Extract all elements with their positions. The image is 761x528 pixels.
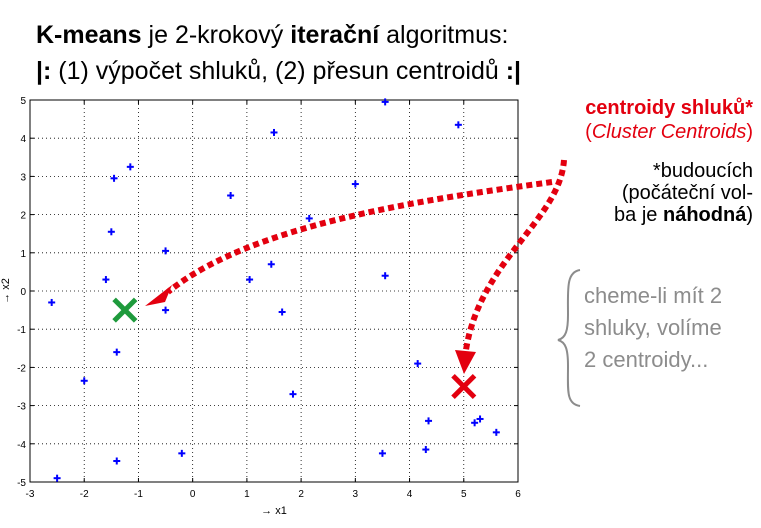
y-tick-label: -3 [17,402,26,413]
data-point [178,449,186,457]
title-line-1: K-means je 2-krokový iterační algoritmus… [36,20,508,50]
data-points [48,98,500,482]
clusters-note-line-1: cheme-li mít 2 [584,283,723,308]
data-point [351,180,359,188]
arrow-to-red-centroid [463,159,567,351]
x-axis-label: → x1 [261,505,287,517]
data-point [246,276,254,284]
y-tick-label: 1 [20,249,26,260]
x-tick-label: 2 [298,489,304,500]
data-point [126,163,134,171]
title-iterative: iterační [290,21,380,49]
clusters-note: cheme-li mít 2 shluky, volíme 2 centroid… [584,280,722,376]
paren-close: ) [746,121,753,143]
y-tick-label: -2 [17,363,26,374]
repeat-end-sign: :| [505,57,522,85]
data-point [162,306,170,314]
data-point [53,474,61,482]
x-tick-label: -2 [80,489,89,500]
cluster-centroids-term: Cluster Centroids [591,121,747,143]
x-tick-label: 1 [244,489,250,500]
x-tick-label: 6 [515,489,521,500]
y-tick-label: 4 [20,134,26,145]
x-tick-label: -1 [134,489,143,500]
data-point [289,390,297,398]
x-tick-label: 0 [190,489,196,500]
data-point [278,308,286,316]
data-point [305,214,313,222]
data-point [110,174,118,182]
y-tick-label: 3 [20,172,26,183]
x-tick-label: 4 [407,489,413,500]
future-note-line-3a: ba je [614,204,663,226]
axis-ticks [29,99,519,483]
data-point [492,428,500,436]
centroids-english-label: (Cluster Centroids) [585,120,753,144]
data-point [425,417,433,425]
red-centroid-marker [451,373,477,400]
data-point [270,128,278,136]
data-point [80,377,88,385]
arrow-head-red [455,350,476,374]
data-point [113,348,121,356]
repeat-start-sign: |: [36,57,52,85]
data-point [107,228,115,236]
y-tick-label: 5 [20,96,26,107]
green-centroid-marker [112,297,138,323]
y-tick-labels: -5 -4 -3 -2 -1 0 1 2 3 4 5 [17,96,26,489]
data-point [381,98,389,106]
arrow-head-green [145,285,172,306]
data-point [162,247,170,255]
future-note-line-2: (počáteční vol- [621,182,753,204]
centroid-stroke [112,297,138,323]
y-tick-label: 2 [20,211,26,222]
y-tick-label: -4 [17,440,26,451]
data-point [422,446,430,454]
title-kmeans: K-means [36,21,142,49]
data-point [476,415,484,423]
arrow-to-green-centroid [166,179,553,295]
y-tick-label: 0 [20,287,26,298]
data-point [471,419,479,427]
x-tick-label: 3 [353,489,359,500]
future-note-line-3: ba je náhodná) [614,204,753,226]
future-note-line-1: *budoucích [652,160,753,182]
y-tick-label: -1 [17,325,26,336]
data-point [102,276,110,284]
y-axis-label: → x2 [0,278,12,304]
x-tick-labels: -3 -2 -1 0 1 2 3 4 5 6 [26,489,522,500]
future-note-line-3b: ) [746,204,753,226]
data-point [378,449,386,457]
clusters-note-line-3: 2 centroidy... [584,347,709,372]
centroid-stroke [451,373,477,400]
grid-lines [30,100,518,482]
data-point [267,260,275,268]
title-text-b: algoritmus: [379,21,509,49]
centroids-label: centroidy shluků* [585,97,753,119]
data-point [381,272,389,280]
x-tick-label: -3 [26,489,35,500]
data-point [414,360,422,368]
data-point [113,457,121,465]
data-point [48,298,56,306]
random-word: náhodná [662,204,747,226]
x-tick-label: 5 [461,489,467,500]
future-note: *budoucích (počáteční vol- ba je náhodná… [614,160,753,226]
steps-text: (1) výpočet shluků, (2) přesun centroidů [51,57,506,85]
data-point [454,121,462,129]
curly-brace [557,269,581,407]
clusters-note-line-2: shluky, volíme [584,315,722,340]
y-tick-label: -5 [17,478,26,489]
centroid-markers [112,297,477,400]
title-text-a: je 2-krokový [141,21,291,49]
paren-open: ( [585,121,592,143]
title-line-2: |: (1) výpočet shluků, (2) přesun centro… [36,56,521,86]
data-point [227,192,235,199]
